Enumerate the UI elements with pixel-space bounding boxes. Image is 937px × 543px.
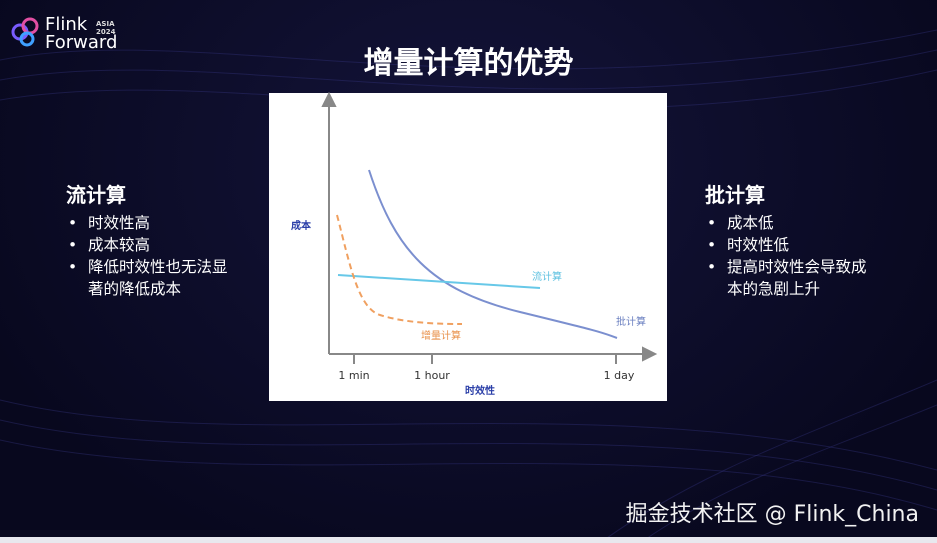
logo-badge: ASIA 2024 bbox=[96, 20, 115, 36]
curve-label: 批计算 bbox=[616, 315, 646, 328]
x-arrow bbox=[642, 346, 658, 362]
y-arrow bbox=[321, 91, 337, 107]
bullet-list: 时效性高 成本较高 降低时效性也无法显著的降低成本 bbox=[66, 212, 238, 300]
right-block: 批计算 成本低 时效性低 提高时效性会导致成本的急剧上升 bbox=[705, 179, 895, 300]
bullet: 成本低 bbox=[707, 212, 877, 234]
curve-label: 增量计算 bbox=[421, 329, 461, 342]
left-block: 流计算 时效性高 成本较高 降低时效性也无法显著的降低成本 bbox=[66, 179, 256, 300]
heading: 流计算 bbox=[66, 183, 126, 207]
logo-mark bbox=[11, 17, 39, 47]
bottom-strip bbox=[0, 537, 937, 543]
watermark: 掘金技术社区 @ Flink_China bbox=[625, 502, 919, 527]
x-tick-label: 1 min bbox=[338, 369, 369, 382]
bullet: 时效性低 bbox=[707, 234, 877, 256]
x-tick-label: 1 hour bbox=[414, 369, 450, 382]
bullet: 成本较高 bbox=[68, 234, 238, 256]
logo-text: Flink Forward bbox=[45, 16, 117, 52]
logo-line: Flink bbox=[45, 14, 88, 35]
incremental-curve bbox=[336, 214, 463, 325]
bullet: 时效性高 bbox=[68, 212, 238, 234]
figure-panel bbox=[269, 93, 667, 401]
x-tick-label: 1 day bbox=[604, 369, 635, 382]
curve-label: 流计算 bbox=[532, 270, 562, 283]
stream-line bbox=[337, 274, 541, 289]
batch-curve bbox=[368, 169, 618, 339]
badge-year: 2024 bbox=[96, 28, 116, 36]
bullet: 提高时效性会导致成本的急剧上升 bbox=[707, 256, 877, 300]
y-label: 成本 bbox=[291, 219, 312, 232]
bullet-list: 成本低 时效性低 提高时效性会导致成本的急剧上升 bbox=[705, 212, 877, 300]
bullet: 降低时效性也无法显著的降低成本 bbox=[68, 256, 238, 300]
title: 增量计算的优势 bbox=[363, 46, 574, 81]
heading: 批计算 bbox=[705, 183, 765, 207]
badge-top: ASIA bbox=[96, 20, 115, 28]
x-label: 时效性 bbox=[465, 384, 495, 397]
logo-line: Forward bbox=[45, 32, 118, 53]
